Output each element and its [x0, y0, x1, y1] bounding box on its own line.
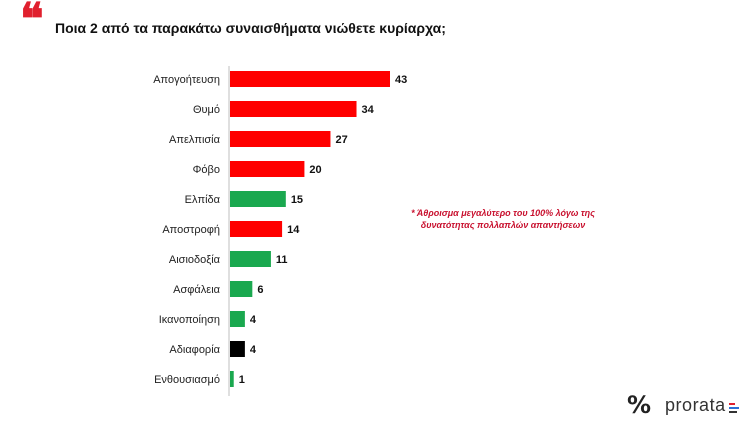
- value-label: 20: [309, 164, 321, 176]
- bar: [230, 221, 283, 237]
- value-label: 27: [335, 134, 347, 146]
- category-label: Αποστροφή: [162, 224, 220, 236]
- category-label: Αδιαφορία: [169, 344, 220, 356]
- bar: [230, 191, 286, 207]
- category-label: Ελπίδα: [185, 194, 221, 206]
- bar: [230, 281, 253, 297]
- bar: [230, 131, 331, 147]
- category-label: Φόβο: [193, 164, 220, 176]
- logo-wordmark: prorata: [665, 394, 726, 415]
- bar: [230, 101, 357, 117]
- category-label: Απογοήτευση: [153, 74, 220, 86]
- footnote: * Άθροισμα μεγαλύτερο του 100% λόγω της …: [411, 208, 595, 230]
- category-label: Ικανοποίηση: [159, 314, 220, 326]
- bar: [230, 161, 305, 177]
- quote-icon: ❝: [20, 0, 44, 45]
- bar: [230, 311, 245, 327]
- category-label: Αισιοδοξία: [169, 254, 221, 266]
- value-label: 14: [287, 224, 300, 236]
- bar: [230, 371, 234, 387]
- prorata-logo: % prorata: [627, 393, 741, 417]
- bar: [230, 251, 271, 267]
- category-label: Ενθουσιασμό: [154, 374, 220, 386]
- logo-bars-icon: [728, 400, 741, 414]
- category-label: Ασφάλεια: [173, 284, 220, 296]
- value-label: 43: [395, 74, 407, 86]
- value-label: 11: [276, 254, 288, 266]
- bar: [230, 341, 245, 357]
- value-label: 15: [291, 194, 303, 206]
- value-label: 6: [257, 284, 263, 296]
- percent-logo-icon: %: [627, 391, 652, 419]
- value-label: 4: [250, 314, 257, 326]
- value-label: 1: [239, 374, 245, 386]
- category-label: Θυμό: [193, 104, 220, 116]
- chart-title: Ποια 2 από τα παρακάτω συναισθήματα νιώθ…: [55, 20, 446, 36]
- bar: [230, 71, 390, 87]
- value-label: 4: [250, 344, 257, 356]
- value-label: 34: [362, 104, 375, 116]
- category-label: Απελπισία: [169, 134, 221, 146]
